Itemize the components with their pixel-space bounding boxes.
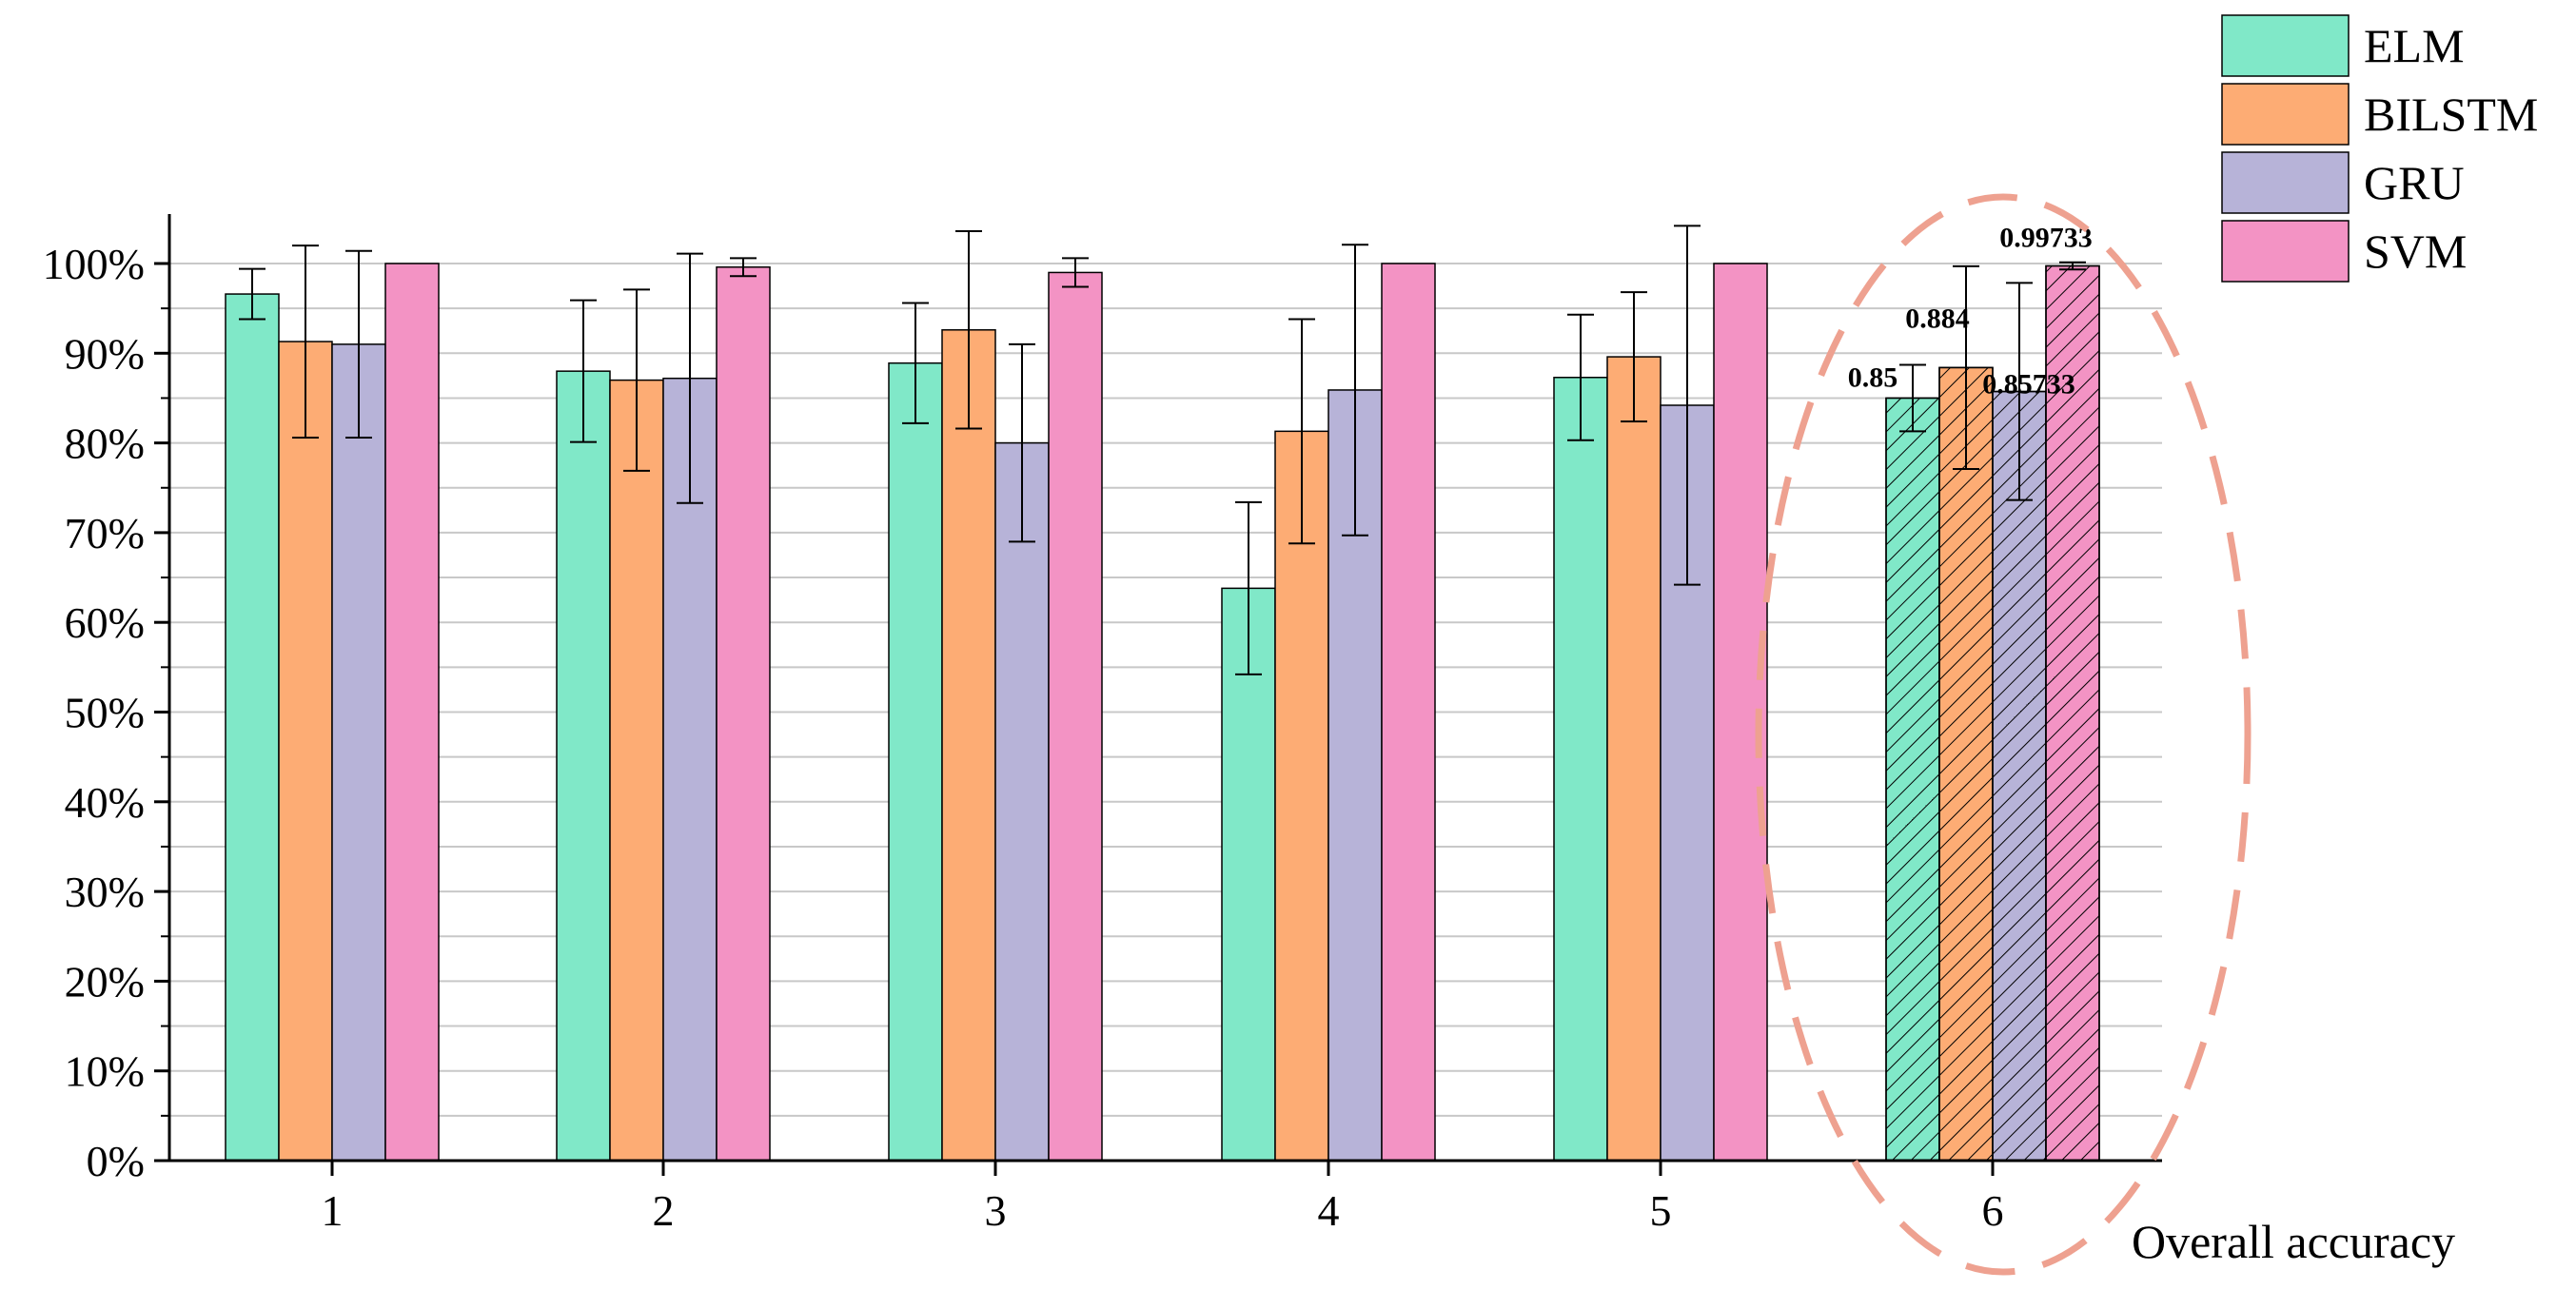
y-tick-label: 30% [65, 868, 145, 916]
x-tick-label: 3 [985, 1186, 1007, 1235]
bar-hatch-svm-6 [2045, 264, 2100, 1162]
x-tick-label: 4 [1318, 1186, 1340, 1235]
y-tick-label: 60% [65, 598, 145, 647]
bar-gru-2 [662, 377, 718, 1162]
bar-bilstm-4 [1274, 430, 1329, 1162]
bar-bilstm-5 [1606, 356, 1662, 1162]
bar-elm-5 [1553, 377, 1608, 1162]
y-tick-label: 50% [65, 689, 145, 737]
axes: 0% 10% 20% 30% 40% 50% 60% 70% 80% 90% 100% 1 2 3 4 5 6 [43, 214, 2162, 1235]
legend-swatch-bilstm [2221, 83, 2350, 146]
bar-bilstm-3 [941, 329, 996, 1162]
legend-label-elm: ELM [2364, 19, 2465, 72]
bar-gru-1 [331, 343, 386, 1162]
bar-elm-1 [225, 293, 280, 1162]
x-tick-label: 2 [653, 1186, 675, 1235]
legend-label-svm: SVM [2364, 225, 2467, 278]
legend: ELM BILSTM GRU SVM [2221, 14, 2538, 283]
legend-label-bilstm: BILSTM [2364, 88, 2538, 141]
highlight-ellipse [1755, 193, 2252, 1276]
bar-elm-2 [556, 370, 611, 1162]
legend-swatch-gru [2221, 151, 2350, 214]
bar-bilstm-2 [609, 379, 664, 1162]
y-tick-label: 10% [65, 1047, 145, 1096]
y-tick-label: 100% [43, 240, 145, 288]
bar-elm-4 [1221, 587, 1276, 1162]
labels: 0.850.884 0.85733 0.99733 [1848, 223, 2093, 401]
y-tick-label: 40% [65, 778, 145, 827]
bar-hatch-elm-6 [1885, 397, 1940, 1162]
bars [225, 225, 2100, 1162]
x-axis-title: Overall accuracy [2132, 1215, 2455, 1268]
bar-svm-4 [1381, 263, 1436, 1162]
gridlines [169, 263, 2162, 1117]
bar-svm-2 [716, 266, 771, 1162]
bar-svm-1 [384, 263, 440, 1162]
y-tick-label: 20% [65, 957, 145, 1006]
data-label-svm: 0.99733 [1999, 223, 2093, 254]
data-label-elm: 0.85 [1848, 362, 1898, 393]
x-tick-label: 1 [322, 1186, 344, 1235]
bar-hatch-gru-6 [1992, 390, 2047, 1162]
y-tick-label: 90% [65, 329, 145, 378]
bar-bilstm-1 [278, 341, 333, 1162]
y-tick-label: 70% [65, 509, 145, 557]
data-label-gru: 0.85733 [1982, 369, 2075, 401]
data-label-bilstm: 0.884 [1905, 303, 1970, 334]
bar-elm-3 [888, 362, 943, 1162]
legend-swatch-svm [2221, 220, 2350, 283]
x-tick-label: 6 [1982, 1186, 2004, 1235]
y-tick-label: 80% [65, 420, 145, 468]
legend-swatch-elm [2221, 14, 2350, 77]
bar-hatch-bilstm-6 [1938, 366, 1994, 1162]
bar-svm-3 [1048, 271, 1103, 1162]
x-tick-label: 5 [1650, 1186, 1672, 1235]
legend-label-gru: GRU [2364, 156, 2465, 209]
bar-gru-3 [994, 441, 1050, 1162]
y-tick-label: 0% [87, 1137, 145, 1185]
